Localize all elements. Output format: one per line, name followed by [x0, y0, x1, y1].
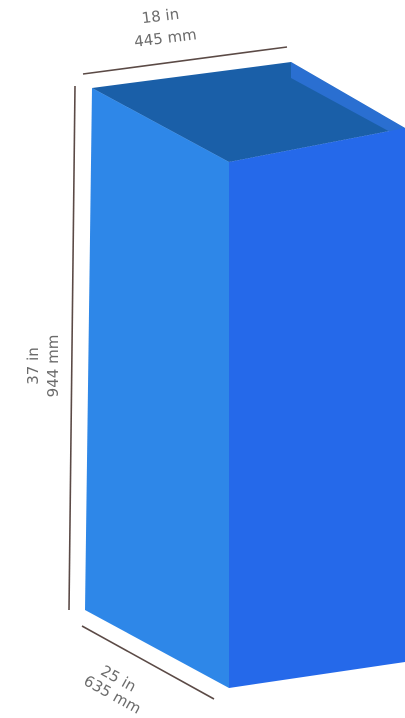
box-right-face [229, 128, 405, 688]
box-left-face [85, 88, 229, 688]
box-top-inner-right [291, 62, 405, 140]
width-imperial-label: 18 in [141, 5, 180, 27]
height-dimension: 37 in 944 mm [24, 85, 76, 611]
height-metric-label: 944 mm [44, 335, 62, 398]
depth-dimension-line [81, 625, 215, 700]
height-imperial-label: 37 in [24, 347, 42, 385]
width-dimension-line [82, 46, 288, 75]
width-metric-label: 445 mm [133, 25, 197, 50]
height-dimension-line [68, 85, 76, 611]
box-shape [85, 62, 405, 688]
width-dimension: 18 in 445 mm [82, 5, 288, 75]
